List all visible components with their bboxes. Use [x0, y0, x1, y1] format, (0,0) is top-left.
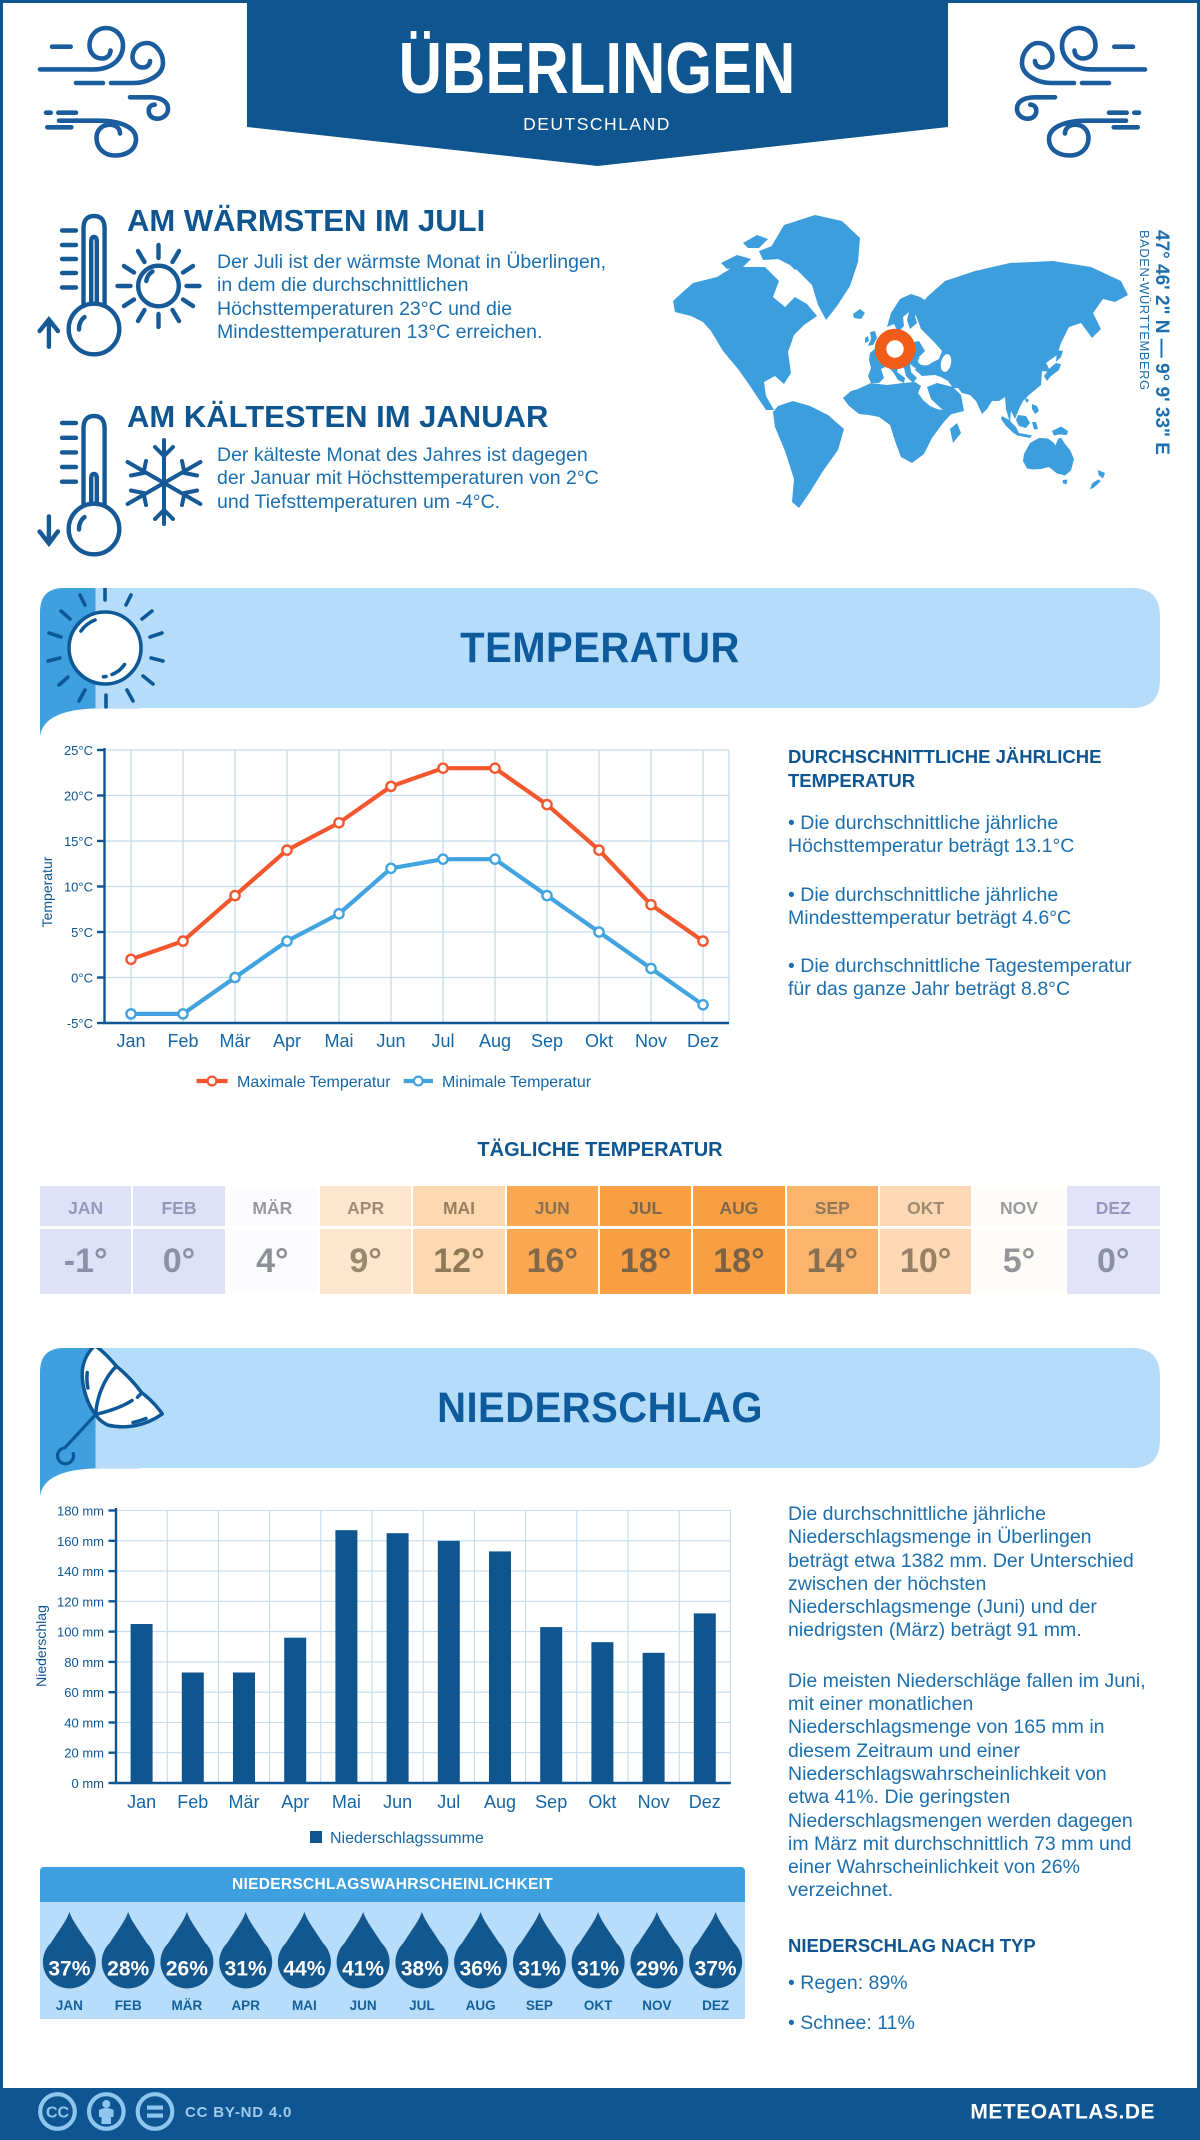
- svg-text:Jan: Jan: [116, 1031, 145, 1051]
- svg-text:Apr: Apr: [281, 1792, 309, 1812]
- svg-text:Minimale Temperatur: Minimale Temperatur: [442, 1074, 592, 1091]
- svg-text:MÄR: MÄR: [172, 1998, 203, 2013]
- svg-text:37%: 37%: [695, 1958, 737, 1981]
- svg-text:Dez: Dez: [689, 1792, 721, 1812]
- svg-text:-5°C: -5°C: [67, 1016, 93, 1031]
- svg-text:Niederschlag: Niederschlag: [33, 1605, 49, 1687]
- svg-text:Jan: Jan: [127, 1792, 156, 1812]
- svg-text:Aug: Aug: [479, 1031, 511, 1051]
- svg-text:Nov: Nov: [635, 1031, 667, 1051]
- svg-text:JAN: JAN: [56, 1998, 83, 2013]
- svg-text:40 mm: 40 mm: [64, 1716, 104, 1731]
- svg-text:Mai: Mai: [324, 1031, 353, 1051]
- svg-text:38%: 38%: [401, 1958, 443, 1981]
- svg-text:160 mm: 160 mm: [57, 1534, 104, 1549]
- svg-text:10°C: 10°C: [64, 880, 93, 895]
- svg-text:20°C: 20°C: [64, 789, 93, 804]
- svg-text:44%: 44%: [283, 1958, 325, 1981]
- svg-text:NIEDERSCHLAG: NIEDERSCHLAG: [437, 1384, 763, 1432]
- svg-text:CC BY-ND 4.0: CC BY-ND 4.0: [185, 2104, 292, 2121]
- svg-text:25°C: 25°C: [64, 743, 93, 758]
- svg-text:26%: 26%: [166, 1958, 208, 1981]
- svg-text:Sep: Sep: [535, 1792, 567, 1812]
- svg-text:DEZ: DEZ: [702, 1998, 729, 2013]
- svg-text:AUG: AUG: [466, 1998, 496, 2013]
- svg-text:Mär: Mär: [229, 1792, 260, 1812]
- svg-text:METEOATLAS.DE: METEOATLAS.DE: [970, 2101, 1155, 2124]
- svg-text:100 mm: 100 mm: [57, 1625, 104, 1640]
- svg-text:37%: 37%: [48, 1958, 90, 1981]
- svg-text:OKT: OKT: [584, 1998, 613, 2013]
- svg-text:Mär: Mär: [220, 1031, 251, 1051]
- svg-text:0°C: 0°C: [71, 971, 93, 986]
- svg-text:28%: 28%: [107, 1958, 149, 1981]
- svg-text:31%: 31%: [577, 1958, 619, 1981]
- svg-text:APR: APR: [231, 1998, 260, 2013]
- svg-text:31%: 31%: [225, 1958, 267, 1981]
- svg-text:Nov: Nov: [638, 1792, 670, 1812]
- svg-text:CC: CC: [46, 2105, 70, 2122]
- svg-text:Okt: Okt: [585, 1031, 613, 1051]
- svg-text:Dez: Dez: [687, 1031, 719, 1051]
- svg-text:Jul: Jul: [431, 1031, 454, 1051]
- svg-text:140 mm: 140 mm: [57, 1564, 104, 1579]
- svg-text:Jun: Jun: [383, 1792, 412, 1812]
- svg-text:15°C: 15°C: [64, 834, 93, 849]
- svg-text:ÜBERLINGEN: ÜBERLINGEN: [399, 29, 796, 109]
- svg-text:0 mm: 0 mm: [72, 1776, 105, 1791]
- svg-text:TEMPERATUR: TEMPERATUR: [460, 624, 740, 672]
- svg-text:120 mm: 120 mm: [57, 1594, 104, 1609]
- svg-text:SEP: SEP: [526, 1998, 553, 2013]
- svg-text:JUN: JUN: [350, 1998, 377, 2013]
- svg-text:Mai: Mai: [332, 1792, 361, 1812]
- svg-text:29%: 29%: [636, 1958, 678, 1981]
- svg-text:Temperatur: Temperatur: [39, 856, 55, 927]
- svg-text:Feb: Feb: [177, 1792, 208, 1812]
- svg-text:Aug: Aug: [484, 1792, 516, 1812]
- svg-text:Jun: Jun: [376, 1031, 405, 1051]
- svg-text:Sep: Sep: [531, 1031, 563, 1051]
- svg-text:41%: 41%: [342, 1958, 384, 1981]
- svg-text:80 mm: 80 mm: [64, 1655, 104, 1670]
- svg-text:36%: 36%: [460, 1958, 502, 1981]
- svg-text:Maximale Temperatur: Maximale Temperatur: [237, 1074, 391, 1091]
- svg-text:MAI: MAI: [292, 1998, 317, 2013]
- svg-text:5°C: 5°C: [71, 925, 93, 940]
- svg-text:180 mm: 180 mm: [57, 1504, 104, 1519]
- svg-text:31%: 31%: [518, 1958, 560, 1981]
- svg-text:20 mm: 20 mm: [64, 1746, 104, 1761]
- svg-text:JUL: JUL: [409, 1998, 435, 2013]
- svg-text:Feb: Feb: [167, 1031, 198, 1051]
- svg-text:DEUTSCHLAND: DEUTSCHLAND: [523, 114, 671, 134]
- svg-text:Okt: Okt: [588, 1792, 616, 1812]
- svg-text:Apr: Apr: [273, 1031, 301, 1051]
- svg-text:60 mm: 60 mm: [64, 1685, 104, 1700]
- svg-text:FEB: FEB: [115, 1998, 142, 2013]
- svg-text:NOV: NOV: [642, 1998, 671, 2013]
- svg-text:Niederschlagssumme: Niederschlagssumme: [330, 1830, 484, 1847]
- svg-text:Jul: Jul: [437, 1792, 460, 1812]
